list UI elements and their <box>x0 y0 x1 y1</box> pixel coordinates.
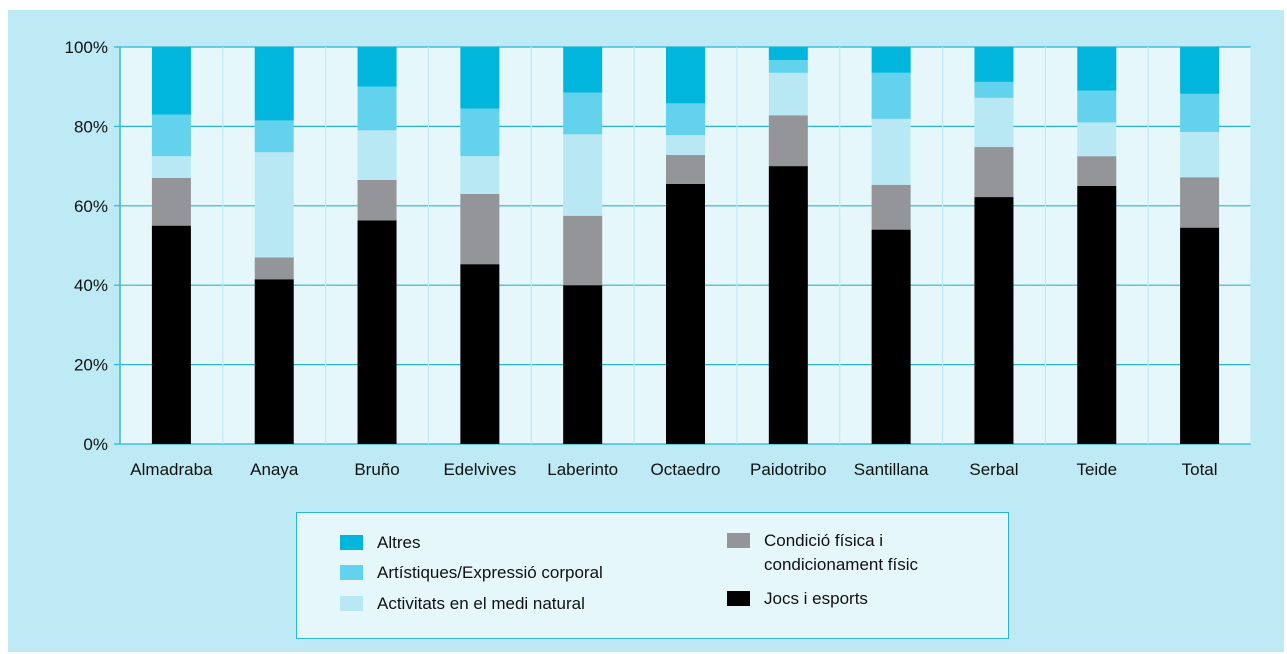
y-tick-label: 80% <box>74 117 108 136</box>
bar-segment <box>357 179 397 221</box>
bar-segment <box>254 279 294 444</box>
x-category-label: Santillana <box>854 460 929 479</box>
bar-segment <box>974 147 1014 198</box>
x-category-label: Anaya <box>250 460 299 479</box>
legend-label-artistiques: Artístiques/Expressió corporal <box>377 563 603 582</box>
bar-segment <box>768 115 808 167</box>
y-tick-label: 40% <box>74 276 108 295</box>
x-category-label: Serbal <box>969 460 1018 479</box>
legend-label-condicio: Condició física i condicionament físic <box>764 531 919 574</box>
bar-segment <box>871 118 911 185</box>
x-category-label: Laberinto <box>547 460 618 479</box>
bar-segment <box>1077 122 1117 157</box>
bar-segment <box>460 108 500 157</box>
bar-segment <box>768 60 808 73</box>
bar-segment <box>460 264 500 444</box>
x-category-label: Teide <box>1076 460 1117 479</box>
legend-label-altres: Altres <box>377 533 421 552</box>
bar-segment <box>460 47 500 109</box>
bar-segment <box>666 47 705 104</box>
legend-swatch-jocs <box>727 591 750 606</box>
bar-segment <box>151 178 191 226</box>
y-tick-label: 60% <box>74 197 108 216</box>
bar-segment <box>357 86 397 131</box>
bar-segment <box>768 72 808 116</box>
x-category-label: Edelvives <box>443 460 516 479</box>
bar-segment <box>357 220 397 444</box>
bar-segment <box>151 225 191 444</box>
legend-item-activitats: Activitats en el medi natural <box>340 592 585 616</box>
legend-item-altres: Altres <box>340 531 420 555</box>
x-category-label: Octaedro <box>651 460 721 479</box>
legend-swatch-artistiques <box>340 565 363 580</box>
bar-segment <box>1180 131 1220 178</box>
legend-label-activitats: Activitats en el medi natural <box>377 594 585 613</box>
bar-segment <box>563 215 603 286</box>
y-tick-label: 20% <box>74 356 108 375</box>
bar-segment <box>1077 47 1117 91</box>
y-tick-label: 0% <box>83 435 108 454</box>
bar-segment <box>151 156 191 179</box>
bar-segment <box>460 156 500 194</box>
bar-segment <box>1180 47 1220 94</box>
bar-segment <box>1077 156 1117 186</box>
x-category-label: Total <box>1182 460 1218 479</box>
bar-segment <box>768 47 808 61</box>
bar-segment <box>666 135 705 155</box>
y-tick-label: 100% <box>65 38 108 57</box>
bar-segment <box>254 152 294 258</box>
bar-segment <box>1077 185 1117 444</box>
bar-segment <box>666 183 705 444</box>
bar-segment <box>1180 227 1220 444</box>
stacked-bar-chart: 0% 20% 40% 60% 80% 100% Almadraba Anaya Bruño Ede… <box>65 38 1252 479</box>
bar-segment <box>768 166 808 444</box>
bar-segment <box>254 120 294 153</box>
legend-item-jocs: Jocs i esports <box>727 587 868 611</box>
x-category-label: Paidotribo <box>750 460 827 479</box>
bar-segment <box>254 257 294 280</box>
bar-segment <box>151 114 191 157</box>
bar-segment <box>563 285 603 444</box>
legend: Altres Artístiques/Expressió corporal Ac… <box>296 512 1009 639</box>
bar-segment <box>974 47 1014 82</box>
legend-swatch-condicio <box>727 533 750 548</box>
bar-segment <box>1180 93 1220 132</box>
bar-segment <box>151 47 191 115</box>
bar-segment <box>974 97 1014 148</box>
bar-segment <box>563 92 603 135</box>
bar-segment <box>357 47 397 87</box>
legend-item-artistiques: Artístiques/Expressió corporal <box>340 561 603 585</box>
x-category-label: Almadraba <box>130 460 213 479</box>
bar-segment <box>871 47 911 73</box>
bar-segment <box>460 193 500 265</box>
bar-segment <box>974 81 1014 98</box>
bar-segment <box>871 72 911 119</box>
legend-item-condicio: Condició física i condicionament físic <box>727 529 918 577</box>
bar-segment <box>666 154 705 184</box>
bar-segment <box>1077 90 1117 123</box>
bar-segment <box>563 134 603 216</box>
bar-segment <box>871 229 911 444</box>
bar-segment <box>254 47 294 121</box>
bar-segment <box>563 47 603 93</box>
legend-label-jocs: Jocs i esports <box>764 589 868 608</box>
legend-swatch-altres <box>340 535 363 550</box>
bar-segment <box>1180 177 1220 228</box>
x-category-label: Bruño <box>354 460 399 479</box>
bar-segment <box>357 130 397 180</box>
legend-swatch-activitats <box>340 596 363 611</box>
bar-segment <box>871 184 911 230</box>
bar-segment <box>666 103 705 136</box>
chart-frame: 0% 20% 40% 60% 80% 100% Almadraba Anaya Bruño Ede… <box>8 10 1284 652</box>
bar-segment <box>974 197 1014 444</box>
